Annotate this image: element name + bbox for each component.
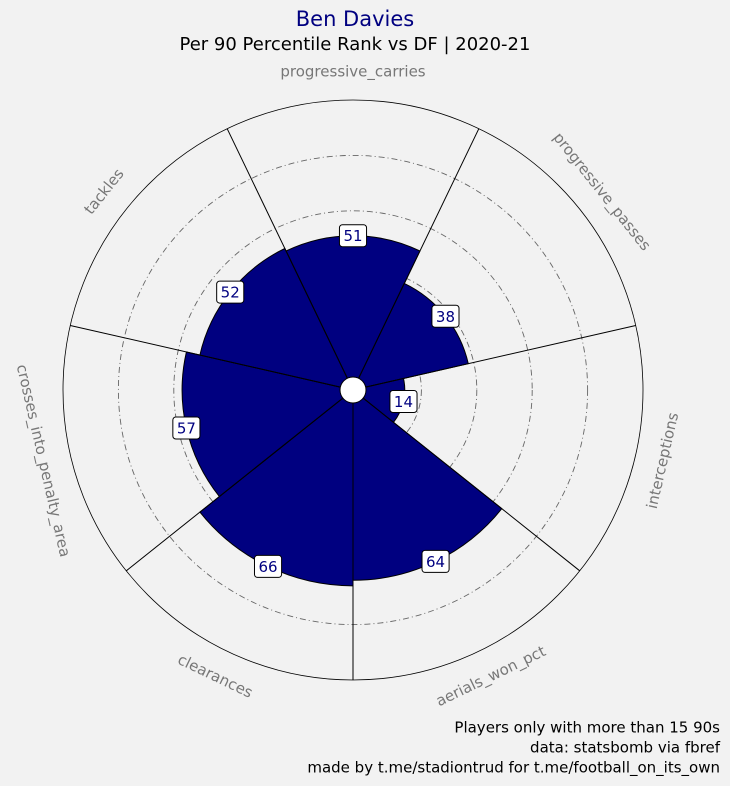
value-label-box xyxy=(253,554,283,578)
value-label: 66 xyxy=(258,558,277,576)
chart-subtitle: Per 90 Percentile Rank vs DF | 2020-21 xyxy=(180,34,531,55)
footer-line: Players only with more than 15 90s xyxy=(454,719,720,737)
slice-divider xyxy=(365,324,636,388)
value-label: 38 xyxy=(436,308,455,326)
value-label-box xyxy=(172,416,201,440)
value-label-box xyxy=(431,304,460,328)
center-hole xyxy=(339,376,367,404)
grid-circle xyxy=(173,210,533,570)
value-label-box xyxy=(389,390,418,414)
chart-title: Ben Davies xyxy=(296,7,414,31)
value-label: 64 xyxy=(426,553,445,571)
footer: Players only with more than 15 90s data: … xyxy=(307,719,720,778)
slice-divider xyxy=(226,128,348,379)
category-label: progressive_carries xyxy=(280,63,425,82)
value-label: 14 xyxy=(394,393,413,411)
slice-divider xyxy=(358,128,480,379)
value-label-box xyxy=(338,224,368,248)
value-label: 57 xyxy=(177,420,196,438)
grid-circle xyxy=(228,265,478,515)
slice-divider xyxy=(362,397,581,572)
value-label-box xyxy=(216,280,245,304)
value-label-box xyxy=(421,549,450,573)
footer-line: made by t.me/stadiontrud for t.me/footba… xyxy=(307,759,720,778)
value-label: 52 xyxy=(221,284,240,302)
slice-divider xyxy=(70,324,341,388)
slice-divider xyxy=(125,397,344,572)
footer-line: data: statsbomb via fbref xyxy=(530,739,721,757)
value-label: 51 xyxy=(343,227,362,245)
